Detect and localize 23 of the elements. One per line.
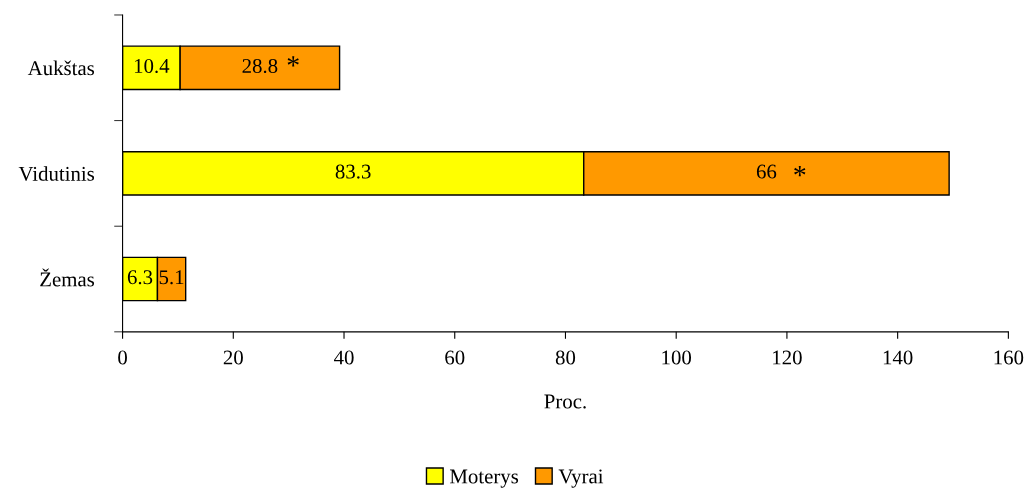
- annotation: *: [794, 166, 806, 177]
- data-label: 66: [756, 164, 777, 179]
- data-label: 28.8: [242, 58, 278, 74]
- x-tick-label: 0: [118, 350, 127, 365]
- x-tick-label: 140: [883, 350, 913, 365]
- data-label: 6.3: [127, 270, 153, 285]
- legend-label: Vyrai: [558, 469, 604, 488]
- x-tick-label: 80: [555, 350, 576, 365]
- x-tick-label: 160: [994, 350, 1024, 365]
- x-tick-label: 60: [445, 350, 465, 365]
- x-tick-label: 20: [223, 350, 243, 365]
- y-tick-label: Vidutinis: [18, 166, 95, 181]
- x-tick-label: 120: [773, 350, 802, 365]
- data-label: 83.3: [335, 164, 371, 179]
- y-tick-label: Aukštas: [27, 60, 95, 76]
- data-label: 10.4: [134, 58, 170, 74]
- x-axis-title: Proc.: [544, 394, 586, 409]
- x-tick-label: 40: [334, 350, 354, 365]
- legend-label: Moterys: [449, 469, 519, 488]
- annotation: *: [287, 56, 299, 67]
- y-tick-label: Žemas: [40, 268, 95, 287]
- data-label: 5.1: [159, 270, 184, 285]
- x-tick-label: 100: [662, 350, 692, 365]
